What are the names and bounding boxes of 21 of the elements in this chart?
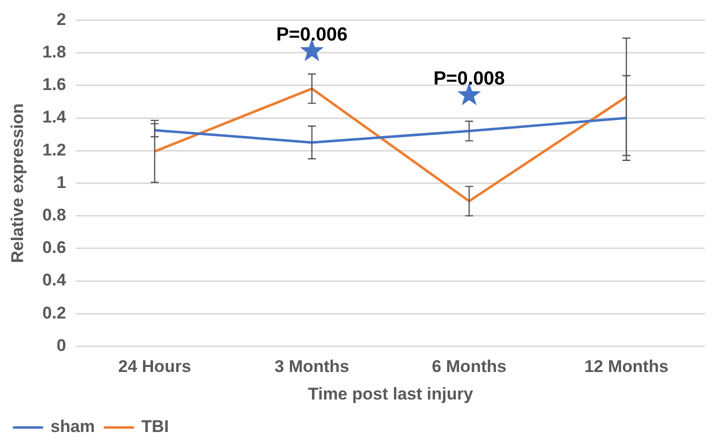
y-tick-label: 0.8 [42, 205, 66, 224]
x-tick-label: 12 Months [584, 357, 668, 376]
annotation: P=0.008 [433, 68, 505, 90]
legend-label: sham [50, 417, 95, 436]
y-axis-title: Relative expression [8, 103, 27, 264]
legend-label: TBI [141, 417, 169, 436]
x-tick-label: 6 Months [432, 357, 506, 376]
y-tick-label: 1.4 [42, 108, 67, 127]
y-tick-label: 1.6 [42, 75, 66, 94]
y-tick-label: 0 [56, 336, 66, 355]
x-tick-label: 3 Months [274, 357, 350, 376]
y-tick-label: 2 [56, 10, 66, 29]
y-tick-label: 0.6 [42, 238, 66, 258]
x-tick-label: 24 Hours [118, 357, 192, 376]
y-tick-label: 1.2 [42, 140, 66, 160]
x-axis-title: Time post last injury [308, 384, 474, 404]
y-tick-label: 1 [56, 172, 66, 192]
y-tick-label: 1.8 [42, 42, 66, 62]
annotation: P=0.006 [276, 24, 348, 46]
y-tick-label: 0.2 [42, 303, 66, 322]
y-tick-label: 0.4 [42, 270, 67, 290]
